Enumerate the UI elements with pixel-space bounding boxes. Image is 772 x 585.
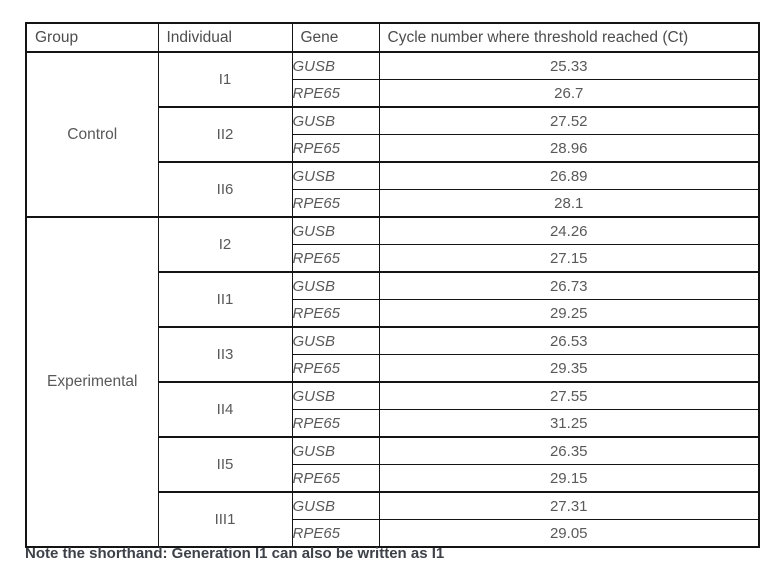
gene-cell: GUSB xyxy=(291,381,380,410)
header-group: Group xyxy=(25,22,159,53)
gene-cell: RPE65 xyxy=(291,464,380,493)
gene-cell: GUSB xyxy=(291,491,380,520)
gene-cell: GUSB xyxy=(291,271,380,300)
header-row: Group Individual Gene Cycle number where… xyxy=(25,22,760,53)
ct-value-cell: 26.7 xyxy=(378,79,760,108)
gene-cell: RPE65 xyxy=(291,299,380,328)
ct-value-cell: 26.53 xyxy=(378,326,760,355)
group-cell: Experimental xyxy=(25,216,159,548)
gene-cell: GUSB xyxy=(291,106,380,135)
individual-cell: II6 xyxy=(157,161,293,218)
qpcr-table-body: Control I1 GUSB 25.33 RPE65 26.7 II2 GUSB 27.52 R… xyxy=(25,51,760,548)
gene-cell: RPE65 xyxy=(291,354,380,383)
individual-cell: III1 xyxy=(157,491,293,548)
gene-cell: GUSB xyxy=(291,326,380,355)
table-row: Experimental I2 GUSB 24.26 xyxy=(25,216,760,548)
gene-cell: RPE65 xyxy=(291,409,380,438)
table-row: RPE65 29.05 xyxy=(26,519,760,548)
gene-cell: RPE65 xyxy=(291,134,380,163)
ct-value-cell: 28.96 xyxy=(378,134,760,163)
qpcr-results-table: Group Individual Gene Cycle number where… xyxy=(25,22,760,548)
ct-value-cell: 28.1 xyxy=(378,189,760,218)
table-row: II1 GUSB 26.73 xyxy=(26,271,760,328)
ct-value-cell: 26.73 xyxy=(378,271,760,300)
ct-value-cell: 25.33 xyxy=(378,51,760,80)
header-gene: Gene xyxy=(291,22,380,53)
individual-cell: II5 xyxy=(157,436,293,493)
gene-cell: RPE65 xyxy=(291,189,380,218)
ct-value-cell: 29.25 xyxy=(378,299,760,328)
individual-cell: II2 xyxy=(157,106,293,163)
table-row: RPE65 31.25 xyxy=(26,409,760,438)
table-row: RPE65 28.1 xyxy=(26,189,760,218)
ct-value-cell: 31.25 xyxy=(378,409,760,438)
group-cell: Control xyxy=(25,51,159,218)
ct-value-cell: 27.31 xyxy=(378,491,760,520)
individual-cell: I1 xyxy=(157,51,293,108)
header-individual: Individual xyxy=(157,22,293,53)
individual-cell: II1 xyxy=(157,271,293,328)
individual-cell: I2 xyxy=(157,216,293,273)
gene-cell: RPE65 xyxy=(291,519,380,548)
ct-value-cell: 27.52 xyxy=(378,106,760,135)
gene-cell: GUSB xyxy=(291,436,380,465)
table-row: RPE65 27.15 xyxy=(26,244,760,273)
table-row: RPE65 29.35 xyxy=(26,354,760,383)
ct-value-cell: 29.15 xyxy=(378,464,760,493)
ct-value-cell: 27.55 xyxy=(378,381,760,410)
gene-cell: RPE65 xyxy=(291,79,380,108)
shorthand-note: Note the shorthand: Generation I1 can al… xyxy=(25,545,445,562)
gene-cell: RPE65 xyxy=(291,244,380,273)
table-row: II4 GUSB 27.55 xyxy=(26,381,760,438)
table-row: II5 GUSB 26.35 xyxy=(26,436,760,493)
table-row: Control I1 GUSB 25.33 xyxy=(25,51,760,218)
ct-value-cell: 24.26 xyxy=(378,216,760,245)
ct-value-cell: 29.05 xyxy=(378,519,760,548)
table-row: II6 GUSB 26.89 xyxy=(26,161,760,218)
ct-value-cell: 29.35 xyxy=(378,354,760,383)
gene-cell: GUSB xyxy=(291,216,380,245)
ct-value-cell: 27.15 xyxy=(378,244,760,273)
gene-cell: GUSB xyxy=(291,51,380,80)
ct-value-cell: 26.89 xyxy=(378,161,760,190)
table-row: II3 GUSB 26.53 xyxy=(26,326,760,383)
table-row: RPE65 26.7 xyxy=(26,79,760,108)
individual-cell: II4 xyxy=(157,381,293,438)
table-row: RPE65 28.96 xyxy=(26,134,760,163)
ct-value-cell: 26.35 xyxy=(378,436,760,465)
header-ct: Cycle number where threshold reached (Ct… xyxy=(378,22,760,53)
gene-cell: GUSB xyxy=(291,161,380,190)
individual-cell: II3 xyxy=(157,326,293,383)
